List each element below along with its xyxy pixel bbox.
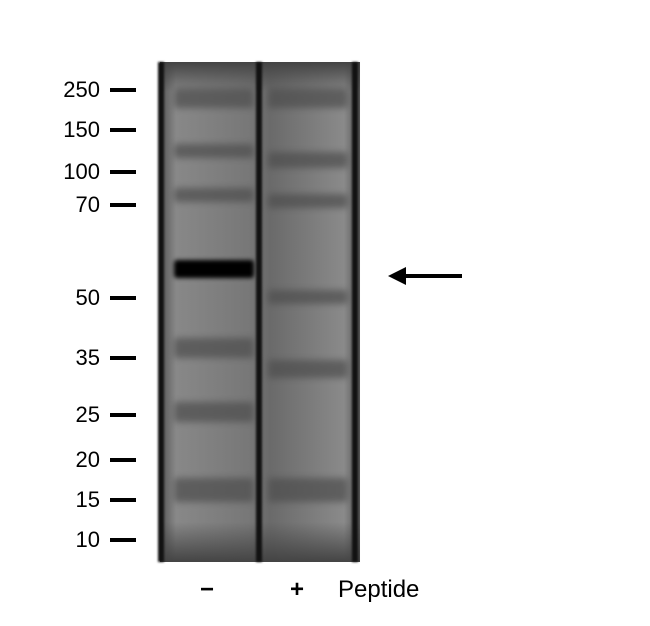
blot-figure: 250 150 100 70 50 35 25 20 15 10 − + Peptide (0, 0, 650, 626)
mw-tick (110, 413, 136, 417)
arrow-head-icon (388, 267, 406, 285)
mw-tick (110, 538, 136, 542)
blot-membrane (160, 62, 360, 562)
mw-label: 70 (40, 192, 100, 218)
peptide-label: Peptide (338, 576, 419, 604)
mw-tick (110, 296, 136, 300)
mw-tick (110, 88, 136, 92)
mw-label: 50 (40, 285, 100, 311)
mw-tick (110, 458, 136, 462)
blot-band (174, 144, 254, 158)
blot-band (174, 338, 254, 358)
lane-divider (256, 62, 262, 562)
lane-divider (158, 62, 164, 562)
blot-band (174, 188, 254, 202)
mw-tick (110, 498, 136, 502)
mw-tick (110, 203, 136, 207)
blot-band (268, 88, 348, 108)
blot-lane (268, 62, 348, 562)
blot-band (174, 88, 254, 108)
blot-band (268, 290, 348, 304)
blot-band (174, 478, 254, 502)
arrow-shaft (406, 274, 462, 278)
mw-tick (110, 170, 136, 174)
blot-band (268, 152, 348, 168)
blot-band (268, 478, 348, 502)
blot-band (268, 194, 348, 208)
mw-label: 10 (40, 527, 100, 553)
mw-tick (110, 128, 136, 132)
mw-label: 100 (40, 159, 100, 185)
mw-label: 35 (40, 345, 100, 371)
lane-label-plus: + (290, 576, 304, 604)
blot-band (268, 360, 348, 378)
mw-label: 150 (40, 117, 100, 143)
mw-label: 15 (40, 487, 100, 513)
mw-label: 25 (40, 402, 100, 428)
lane-divider (352, 62, 358, 562)
mw-tick (110, 356, 136, 360)
mw-label: 20 (40, 447, 100, 473)
blot-lane (174, 62, 254, 562)
lane-label-minus: − (200, 576, 214, 604)
mw-label: 250 (40, 77, 100, 103)
blot-band (174, 260, 254, 278)
blot-band (174, 402, 254, 422)
